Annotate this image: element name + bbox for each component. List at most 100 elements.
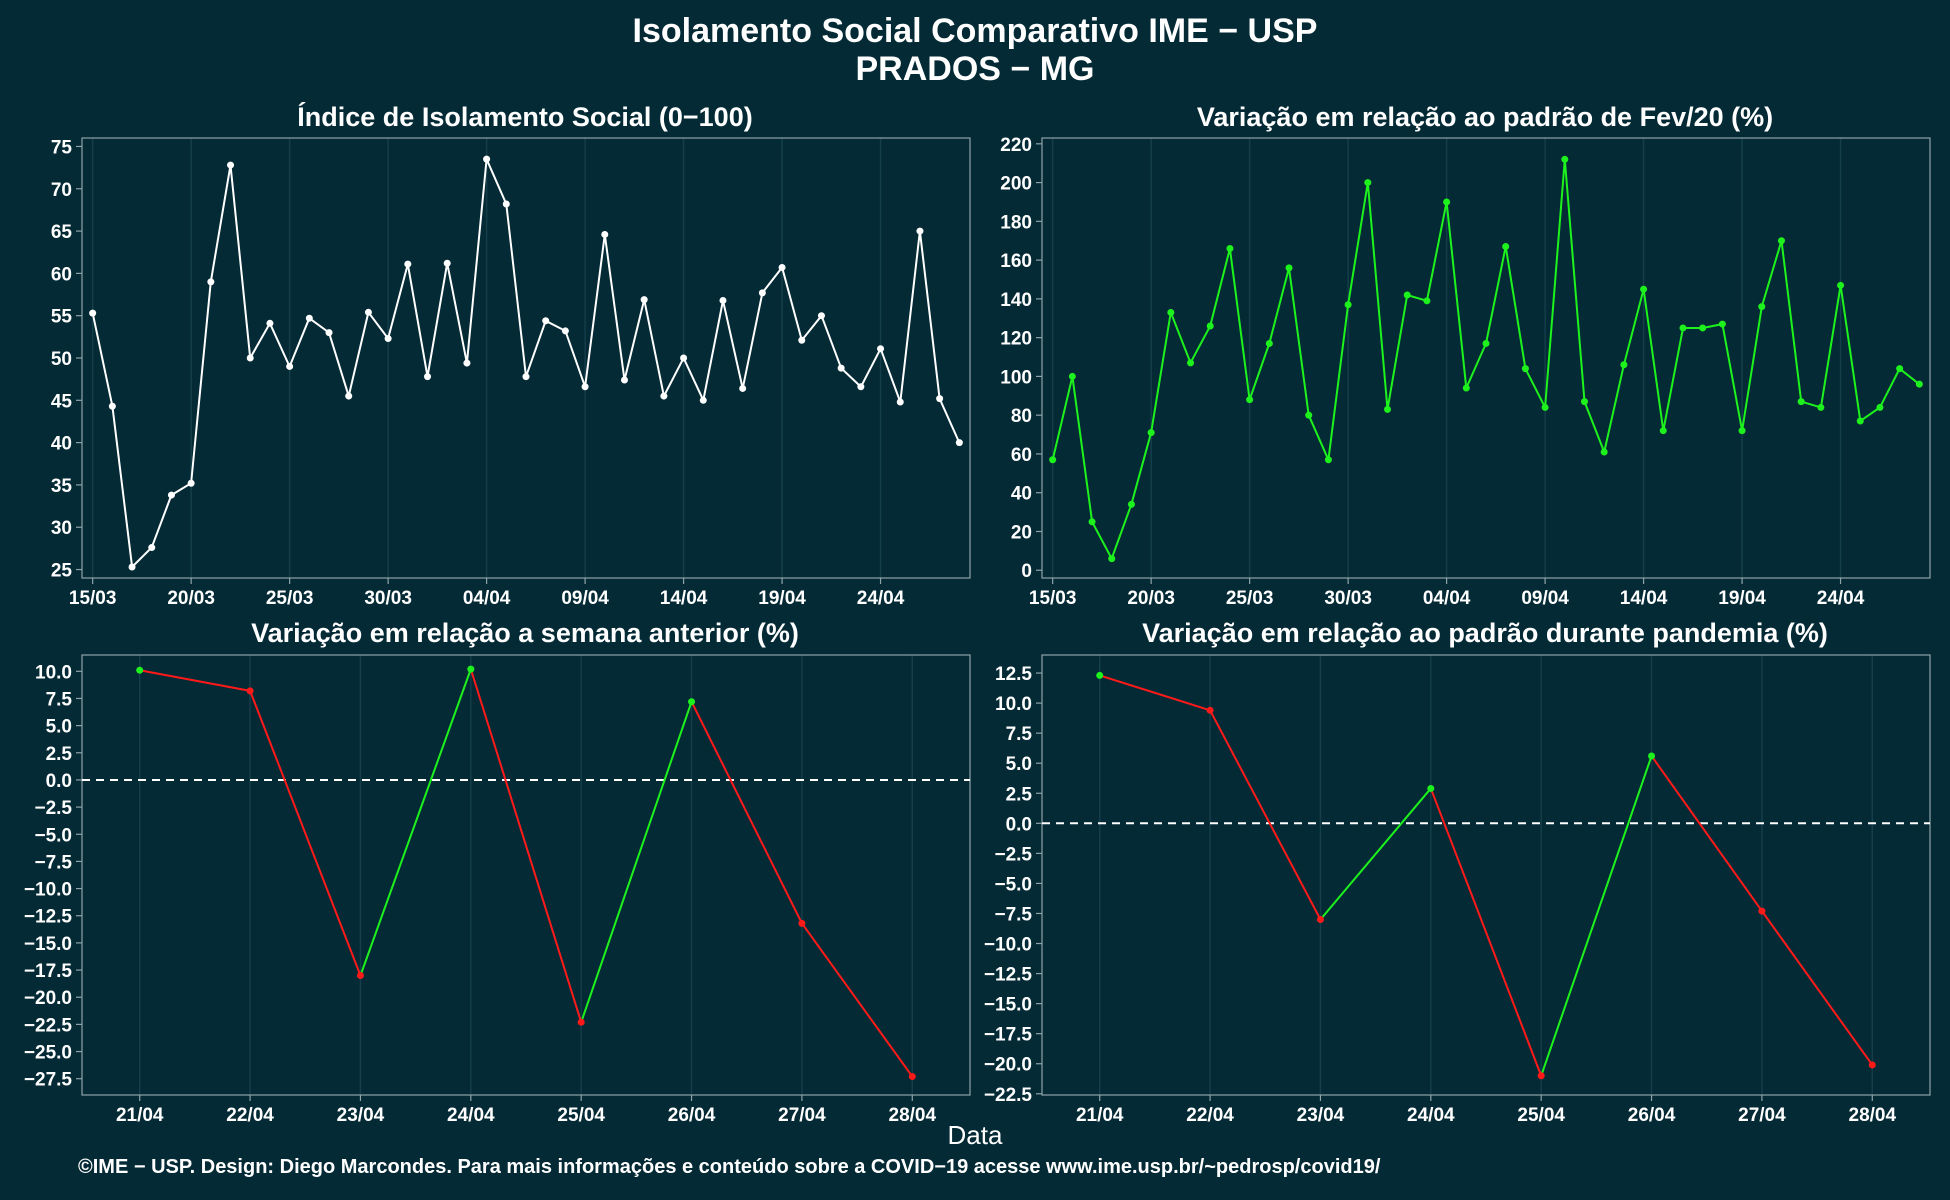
panel-1-data-point <box>581 383 589 391</box>
panel-3-x-tick-label: 21/04 <box>116 1105 164 1126</box>
panel-2-data-point <box>1364 179 1372 187</box>
panel-3-series-segment <box>139 669 251 692</box>
panel-2-data-point <box>1088 518 1096 526</box>
panel-1-data-point <box>680 354 688 362</box>
panel-1-x-tick-label: 19/04 <box>758 588 806 609</box>
panel-3-series-segment <box>469 668 583 1023</box>
panel-3-data-point <box>577 1018 585 1026</box>
panel-2-y-tick-label: 40 <box>1011 484 1032 505</box>
panel-1-y-tick-label: 55 <box>51 307 73 328</box>
panel-1-data-point <box>798 336 806 344</box>
panel-4-series-segment <box>1650 755 1763 912</box>
panel-2-x-tick-label: 15/03 <box>1029 588 1077 609</box>
panel-3-y-tick-label: 0.0 <box>46 771 72 792</box>
figure-subtitle: PRADOS − MG <box>855 50 1095 88</box>
footer-caption: ©IME − USP. Design: Diego Marcondes. Par… <box>78 1156 1381 1178</box>
panel-1-data-point <box>660 392 668 400</box>
panel-1-x-tick-label: 14/04 <box>660 588 708 609</box>
panel-1-data-point <box>305 314 313 322</box>
panel-4-x-tick-label: 21/04 <box>1076 1105 1124 1126</box>
panel-3-y-tick-label: 7.5 <box>46 689 73 710</box>
panel-2-data-point <box>1462 384 1470 392</box>
panel-1-data-point <box>108 402 116 410</box>
panel-4-y-tick-label: −22.5 <box>984 1085 1033 1106</box>
panel-2-data-point <box>1876 403 1884 411</box>
panel-1-x-tick-label: 24/04 <box>857 588 905 609</box>
panel-4-series-segment <box>1761 910 1874 1066</box>
panel-2-y-tick-label: 220 <box>1000 135 1032 156</box>
panel-3-x-tick-label: 25/04 <box>557 1105 605 1126</box>
panel-4-x-tick-label: 25/04 <box>1517 1105 1565 1126</box>
panel-3-x-tick-label: 22/04 <box>226 1105 274 1126</box>
panel-2-data-point <box>1403 291 1411 299</box>
panel-2-data-point <box>1521 365 1529 373</box>
panel-3-series-segment <box>359 668 472 976</box>
panel-2-data-point <box>1324 456 1332 464</box>
panel-1-data-point <box>128 563 136 571</box>
panel-2-data-point <box>1797 398 1805 406</box>
panel-2-data-point <box>1699 324 1707 332</box>
panel-4-data-point <box>1206 706 1214 714</box>
panel-1-data-point <box>699 396 707 404</box>
panel-3-x-tick-label: 28/04 <box>889 1105 937 1126</box>
panel-1-y-tick-label: 65 <box>51 222 73 243</box>
panel-4-y-tick-label: −15.0 <box>984 995 1032 1016</box>
panel-4-data-point <box>1427 784 1435 792</box>
panel-1-data-point <box>542 317 550 325</box>
panel-3-y-tick-label: −25.0 <box>24 1043 72 1064</box>
panel-1-x-tick-label: 04/04 <box>463 588 511 609</box>
panel-3-data-point <box>467 665 475 673</box>
panel-4-y-tick-label: 5.0 <box>1006 754 1032 775</box>
panel-2-y-tick-label: 120 <box>1000 329 1032 350</box>
panel-3-series-segment <box>801 922 914 1078</box>
panel-2-data-point <box>1206 322 1214 330</box>
panel-1-data-point <box>877 345 885 353</box>
panel-2-y-tick-label: 100 <box>1000 367 1032 388</box>
panel-4-frame <box>1041 654 1931 1096</box>
panel-2-data-point <box>1265 339 1273 347</box>
panel-4-x-tick-label: 27/04 <box>1738 1105 1786 1126</box>
panel-3-y-tick-label: −12.5 <box>24 907 73 928</box>
panel-2-data-point <box>1344 301 1352 309</box>
panel-1-x-tick-label: 15/03 <box>69 588 117 609</box>
panel-1-data-point <box>89 309 97 317</box>
panel-1-x-tick-label: 09/04 <box>561 588 609 609</box>
panel-1-data-point <box>148 544 156 552</box>
panel-3-y-tick-label: −7.5 <box>34 852 72 873</box>
panel-1-y-tick-label: 75 <box>51 137 73 158</box>
panel-1-x-tick-label: 30/03 <box>364 588 412 609</box>
panel-2-data-point <box>1147 429 1155 437</box>
panel-2-x-tick-label: 04/04 <box>1423 588 1471 609</box>
panel-2-data-point <box>1226 244 1234 252</box>
panel-2-title: Variação em relação ao padrão de Fev/20 … <box>1196 102 1774 132</box>
panel-2-x-tick-label: 25/03 <box>1226 588 1274 609</box>
panel-2-data-point <box>1482 339 1490 347</box>
panel-2-y-tick-label: 0 <box>1021 561 1032 582</box>
panel-2-x-tick-label: 30/03 <box>1324 588 1372 609</box>
panel-1-data-point <box>601 230 609 238</box>
panel-4-data-point <box>1868 1061 1876 1069</box>
panel-4-data-point <box>1096 671 1104 679</box>
panel-4-y-tick-label: −5.0 <box>994 874 1032 895</box>
panel-1-data-point <box>936 395 944 403</box>
panel-1-data-point <box>916 227 924 235</box>
panel-4-data-point <box>1537 1072 1545 1080</box>
panel-3-data-point <box>908 1073 916 1081</box>
panel-2-data-point <box>1640 285 1648 293</box>
panel-3-data-point <box>356 971 364 979</box>
panel-3-y-tick-label: −17.5 <box>24 961 73 982</box>
panel-1-data-point <box>345 392 353 400</box>
panel-1-title: Índice de Isolamento Social (0−100) <box>297 102 753 132</box>
panel-4-series-segment <box>1099 674 1211 712</box>
panel-3-y-tick-label: 2.5 <box>46 744 73 765</box>
panel-2-series-line <box>1051 159 1920 562</box>
panel-1-y-tick-label: 25 <box>51 561 73 582</box>
panel-3-x-tick-label: 24/04 <box>447 1105 495 1126</box>
panel-4-series-segment <box>1209 709 1322 920</box>
panel-1-data-point <box>227 161 235 169</box>
panel-1-data-point <box>424 373 432 381</box>
panel-2-data-point <box>1108 555 1116 563</box>
panel-2-data-point <box>1817 403 1825 411</box>
panel-2-y-tick-label: 180 <box>1000 212 1032 233</box>
